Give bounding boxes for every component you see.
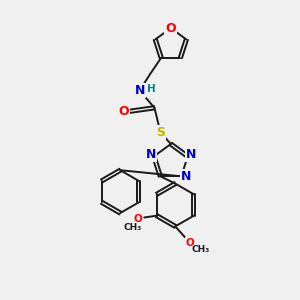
Text: N: N xyxy=(134,84,145,97)
Text: N: N xyxy=(146,148,156,161)
Text: S: S xyxy=(156,126,165,139)
Text: O: O xyxy=(118,105,129,118)
Text: O: O xyxy=(166,22,176,34)
Text: CH₃: CH₃ xyxy=(192,245,210,254)
Text: N: N xyxy=(181,170,191,183)
Text: O: O xyxy=(186,238,194,248)
Text: N: N xyxy=(186,148,196,161)
Text: CH₃: CH₃ xyxy=(123,223,142,232)
Text: O: O xyxy=(134,214,142,224)
Text: H: H xyxy=(146,84,155,94)
